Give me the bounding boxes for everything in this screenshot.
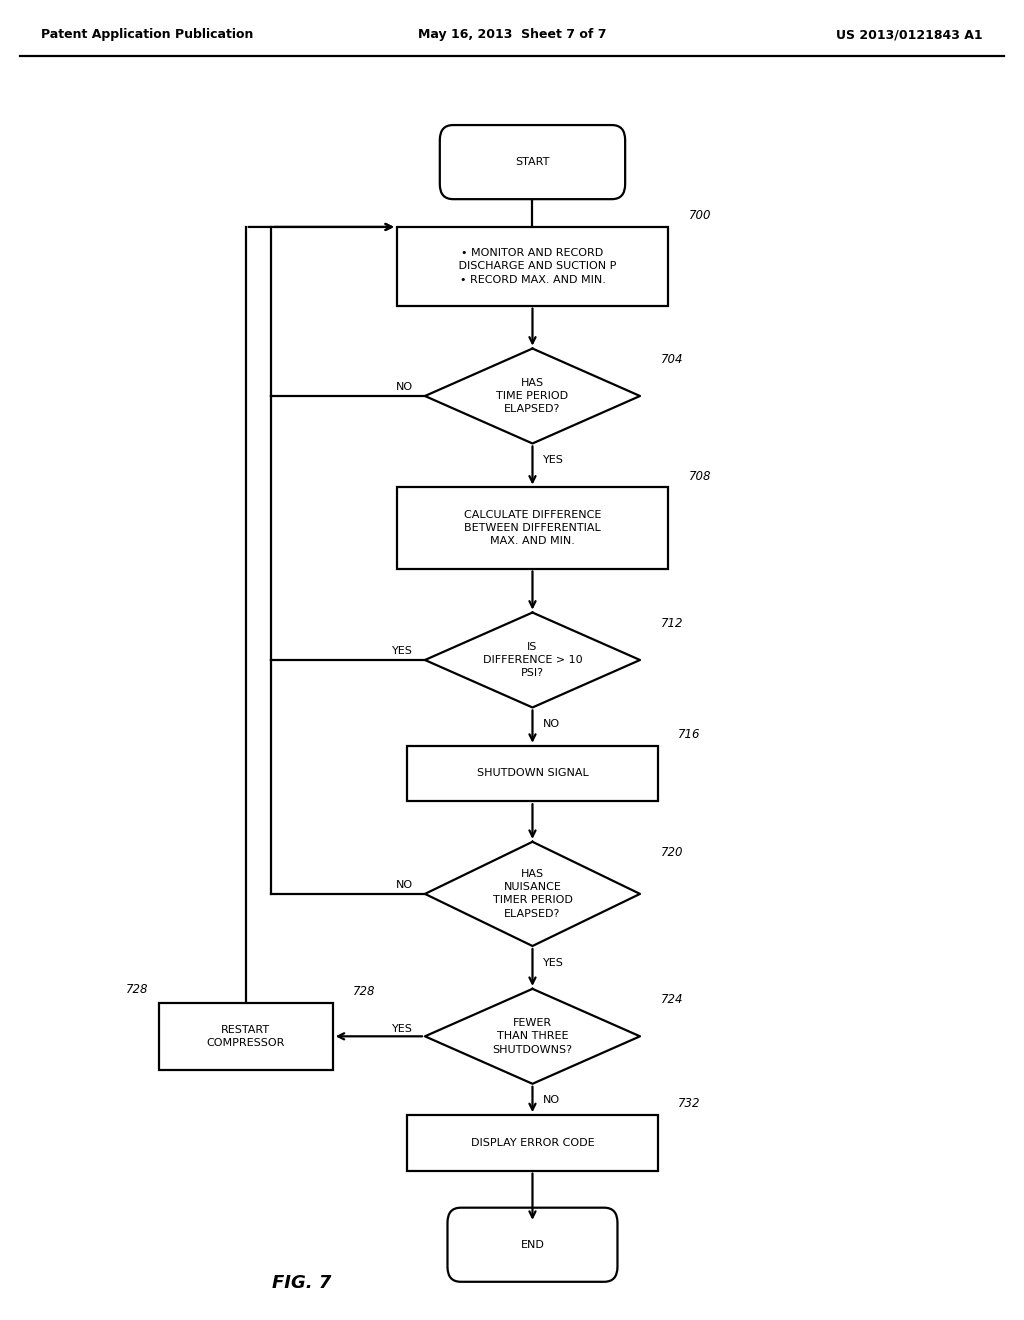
Text: NO: NO	[395, 381, 413, 392]
FancyBboxPatch shape	[159, 1003, 333, 1071]
Text: SHUTDOWN SIGNAL: SHUTDOWN SIGNAL	[476, 768, 589, 779]
Text: NO: NO	[395, 879, 413, 890]
Text: DISPLAY ERROR CODE: DISPLAY ERROR CODE	[471, 1138, 594, 1148]
FancyBboxPatch shape	[408, 746, 658, 801]
FancyBboxPatch shape	[408, 1115, 658, 1171]
Text: NO: NO	[543, 719, 560, 729]
Text: RESTART
COMPRESSOR: RESTART COMPRESSOR	[207, 1024, 285, 1048]
Text: YES: YES	[392, 1024, 413, 1035]
Text: IS
DIFFERENCE > 10
PSI?: IS DIFFERENCE > 10 PSI?	[482, 642, 583, 678]
FancyBboxPatch shape	[397, 227, 669, 306]
Text: 708: 708	[689, 470, 711, 483]
Text: 728: 728	[353, 985, 376, 998]
Text: NO: NO	[543, 1096, 560, 1105]
Text: HAS
TIME PERIOD
ELAPSED?: HAS TIME PERIOD ELAPSED?	[497, 378, 568, 414]
Text: YES: YES	[543, 455, 563, 465]
Text: 712: 712	[660, 618, 683, 630]
Text: 728: 728	[126, 983, 148, 995]
Text: 704: 704	[660, 354, 683, 366]
FancyBboxPatch shape	[397, 487, 669, 569]
Text: 716: 716	[679, 729, 700, 741]
Text: 720: 720	[660, 846, 683, 859]
Text: CALCULATE DIFFERENCE
BETWEEN DIFFERENTIAL
MAX. AND MIN.: CALCULATE DIFFERENCE BETWEEN DIFFERENTIA…	[464, 510, 601, 546]
Text: US 2013/0121843 A1: US 2013/0121843 A1	[837, 28, 983, 41]
FancyBboxPatch shape	[447, 1208, 617, 1282]
Text: 700: 700	[689, 210, 711, 222]
Polygon shape	[425, 842, 640, 946]
Text: YES: YES	[543, 957, 563, 968]
Text: FEWER
THAN THREE
SHUTDOWNS?: FEWER THAN THREE SHUTDOWNS?	[493, 1018, 572, 1055]
Text: YES: YES	[392, 645, 413, 656]
Text: 724: 724	[660, 994, 683, 1006]
Polygon shape	[425, 612, 640, 708]
Text: Patent Application Publication: Patent Application Publication	[41, 28, 253, 41]
Text: HAS
NUISANCE
TIMER PERIOD
ELAPSED?: HAS NUISANCE TIMER PERIOD ELAPSED?	[493, 869, 572, 919]
Polygon shape	[425, 989, 640, 1084]
Text: FIG. 7: FIG. 7	[272, 1274, 332, 1292]
FancyBboxPatch shape	[440, 125, 625, 199]
Text: START: START	[515, 157, 550, 168]
Text: END: END	[520, 1239, 545, 1250]
Text: May 16, 2013  Sheet 7 of 7: May 16, 2013 Sheet 7 of 7	[418, 28, 606, 41]
Text: • MONITOR AND RECORD
   DISCHARGE AND SUCTION P
• RECORD MAX. AND MIN.: • MONITOR AND RECORD DISCHARGE AND SUCTI…	[449, 248, 616, 285]
Text: 732: 732	[679, 1097, 700, 1110]
Polygon shape	[425, 348, 640, 444]
